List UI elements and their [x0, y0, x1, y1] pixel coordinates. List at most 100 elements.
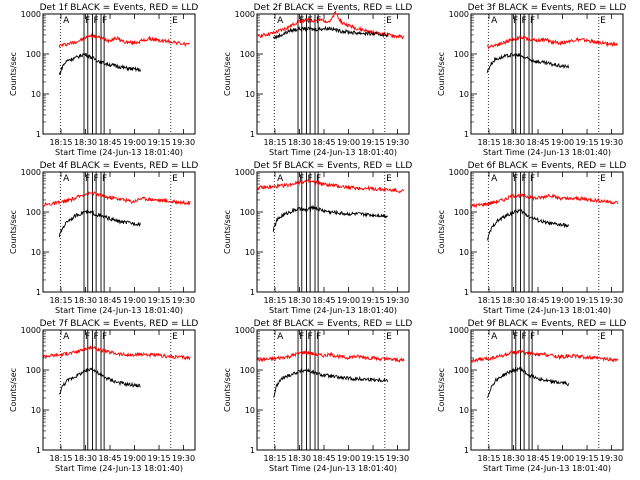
y-tick-label: 10	[31, 406, 41, 415]
y-tick-label: 1	[36, 288, 41, 297]
y-tick-label: 10	[459, 406, 469, 415]
series-lld-line	[256, 179, 405, 194]
y-tick-label: 10	[245, 90, 255, 99]
marker-front: F	[102, 16, 107, 26]
series-lld-line	[256, 10, 405, 40]
series-events-line	[486, 366, 570, 399]
y-tick-label: 1000	[449, 326, 469, 335]
marker-end: E	[172, 332, 178, 342]
marker-front: F	[102, 174, 107, 184]
x-tick-label: 18:45	[98, 454, 121, 463]
y-tick-label: 1	[36, 130, 41, 139]
x-tick-label: 19:00	[123, 296, 146, 305]
marker-front: F	[299, 332, 304, 342]
marker-front: F	[102, 332, 107, 342]
x-axis-label: Start Time (24-Jun-13 18:01:40)	[269, 306, 397, 315]
plot-frame	[256, 13, 410, 135]
y-tick-label: 1	[36, 446, 41, 455]
marker-attenuator: A	[63, 332, 70, 342]
marker-front: F	[316, 332, 321, 342]
marker-end: E	[172, 16, 178, 26]
x-axis-label: Start Time (24-Jun-13 18:01:40)	[55, 306, 183, 315]
series-lld-line	[470, 192, 619, 209]
x-tick-label: 18:15	[263, 296, 286, 305]
marker-end: E	[386, 174, 392, 184]
y-tick-label: 100	[26, 50, 41, 59]
y-tick-label: 10	[31, 90, 41, 99]
y-axis-label: Counts/sec	[437, 210, 446, 254]
panel-title: Det 5f BLACK = Events, RED = LLD	[254, 161, 413, 171]
marker-front: F	[513, 16, 518, 26]
x-tick-label: 18:15	[49, 454, 72, 463]
x-tick-label: 19:15	[362, 454, 385, 463]
x-tick-label: 18:15	[477, 138, 500, 147]
x-tick-label: 18:30	[288, 296, 311, 305]
series-lld-line	[470, 349, 619, 364]
series-lld-line	[256, 350, 405, 364]
series-lld-line	[486, 35, 618, 50]
x-tick-label: 19:00	[337, 454, 360, 463]
x-tick-label: 18:30	[502, 138, 525, 147]
x-axis-label: Start Time (24-Jun-13 18:01:40)	[483, 464, 611, 473]
marker-front: F	[85, 174, 90, 184]
x-tick-label: 18:30	[288, 454, 311, 463]
marker-attenuator: A	[491, 174, 498, 184]
x-tick-label: 18:15	[49, 138, 72, 147]
x-tick-label: 19:15	[576, 454, 599, 463]
y-tick-label: 100	[240, 366, 255, 375]
series-events-line	[273, 367, 389, 398]
marker-front: F	[522, 16, 527, 26]
detector-panel-1: Det 1f BLACK = Events, RED = LLD 1 10 100 10…	[9, 3, 198, 157]
y-tick-label: 100	[454, 208, 469, 217]
detector-panel-8: Det 8f BLACK = Events, RED = LLD 1 10 100 10…	[223, 319, 412, 473]
marker-attenuator: A	[277, 174, 284, 184]
marker-front: F	[513, 332, 518, 342]
x-tick-label: 18:15	[477, 296, 500, 305]
x-tick-label: 19:00	[551, 454, 574, 463]
plot-frame	[470, 171, 624, 293]
marker-front: F	[308, 332, 313, 342]
plot-frame	[42, 329, 196, 451]
marker-front: F	[94, 174, 99, 184]
y-tick-label: 100	[454, 366, 469, 375]
x-tick-label: 18:45	[526, 454, 549, 463]
x-tick-label: 19:30	[172, 296, 195, 305]
y-tick-label: 1000	[449, 10, 469, 19]
y-tick-label: 1000	[235, 10, 255, 19]
marker-end: E	[600, 16, 606, 26]
x-tick-label: 19:15	[362, 296, 385, 305]
y-tick-label: 1	[464, 446, 469, 455]
marker-end: E	[386, 332, 392, 342]
x-tick-label: 19:30	[172, 138, 195, 147]
y-tick-label: 10	[31, 248, 41, 257]
x-tick-label: 19:30	[600, 296, 623, 305]
panel-title: Det 9f BLACK = Events, RED = LLD	[468, 319, 627, 329]
x-tick-label: 19:15	[576, 138, 599, 147]
plot-frame	[256, 329, 410, 451]
y-tick-label: 1000	[21, 10, 41, 19]
x-axis-label: Start Time (24-Jun-13 18:01:40)	[483, 306, 611, 315]
marker-attenuator: A	[63, 174, 70, 184]
y-tick-label: 1	[464, 130, 469, 139]
marker-front: F	[522, 174, 527, 184]
marker-end: E	[600, 332, 606, 342]
y-tick-label: 100	[240, 50, 255, 59]
series-events-line	[58, 52, 142, 75]
x-tick-label: 19:15	[148, 454, 171, 463]
x-tick-label: 19:00	[337, 138, 360, 147]
x-tick-label: 19:00	[123, 454, 146, 463]
marker-attenuator: A	[491, 332, 498, 342]
x-tick-label: 18:30	[74, 296, 97, 305]
x-tick-label: 19:00	[337, 296, 360, 305]
marker-front: F	[94, 16, 99, 26]
x-tick-label: 18:15	[49, 296, 72, 305]
x-tick-label: 18:30	[74, 138, 97, 147]
y-tick-label: 10	[459, 248, 469, 257]
series-events-line	[486, 208, 570, 242]
marker-front: F	[316, 174, 321, 184]
detector-panel-3: Det 3f BLACK = Events, RED = LLD 1 10 100 10…	[437, 3, 626, 157]
y-axis-label: Counts/sec	[437, 368, 446, 412]
series-events-line	[58, 367, 141, 395]
x-tick-label: 18:15	[263, 138, 286, 147]
y-tick-label: 1	[250, 446, 255, 455]
